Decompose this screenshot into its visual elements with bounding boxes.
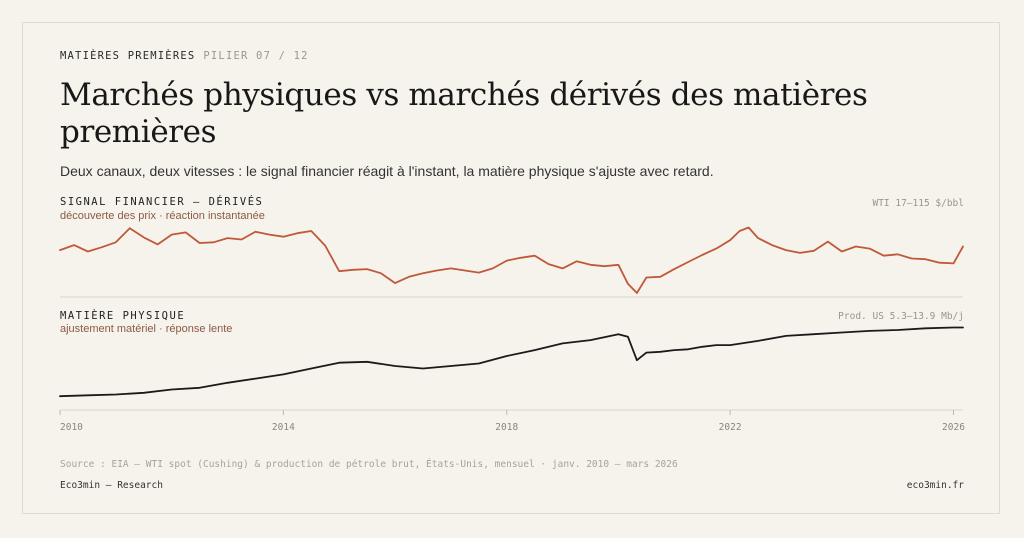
page-title: Marchés physiques vs marchés dérivés des… <box>60 77 868 150</box>
financial-range-label: WTI 17–115 $/bbl <box>872 198 964 209</box>
x-tick-label: 2018 <box>495 422 518 433</box>
source-note: Source : EIA — WTI spot (Cushing) & prod… <box>60 459 678 470</box>
financial-panel-sublabel: découverte des prix · réaction instantan… <box>60 210 265 222</box>
x-tick-label: 2010 <box>60 422 83 433</box>
physical-panel-label: MATIÈRE PHYSIQUE <box>60 310 186 322</box>
card-frame <box>22 22 1000 514</box>
physical-range-label: Prod. US 5.3–13.9 Mb/j <box>838 311 964 322</box>
footer-url: eco3min.fr <box>906 480 964 491</box>
kicker-category: MATIÈRES PREMIÈRES <box>60 50 196 62</box>
footer-brand: Eco3min — Research <box>60 480 163 491</box>
financial-series-line <box>59 226 964 294</box>
physical-panel-sublabel: ajustement matériel · réponse lente <box>60 323 233 335</box>
page-subtitle: Deux canaux, deux vitesses : le signal f… <box>60 163 714 179</box>
pillar-label: PILIER 07 / 12 <box>203 50 309 62</box>
physical-series-line <box>59 326 964 398</box>
financial-panel-label: SIGNAL FINANCIER — DÉRIVÉS <box>60 196 264 208</box>
kicker: MATIÈRES PREMIÈRES PILIER 07 / 12 <box>60 50 309 62</box>
x-tick-label: 2014 <box>272 422 295 433</box>
x-tick-label: 2022 <box>719 422 742 433</box>
x-tick-label: 2026 <box>942 422 965 433</box>
